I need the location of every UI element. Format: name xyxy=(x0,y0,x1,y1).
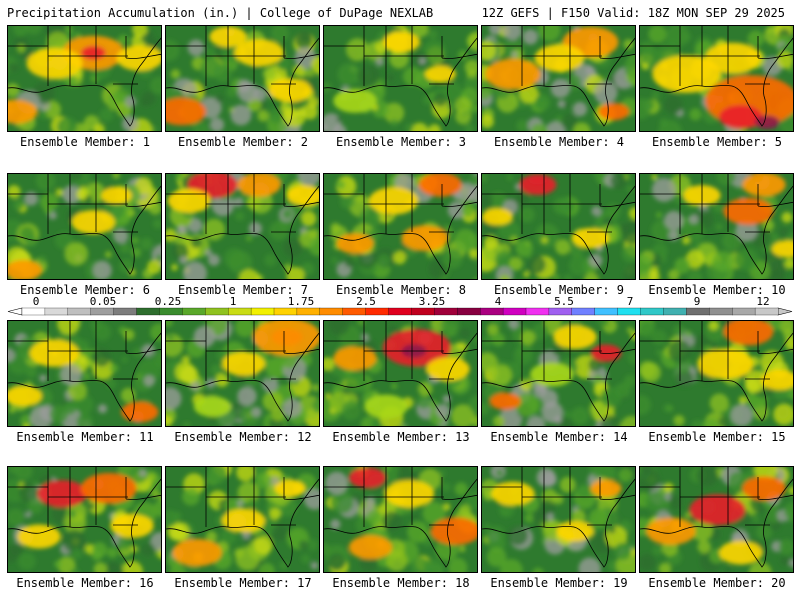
scale-tick-label: 7 xyxy=(627,296,634,308)
scale-tick-label: 0 xyxy=(33,296,40,308)
member-label-13: Ensemble Member: 13 xyxy=(332,430,470,444)
scale-swatch xyxy=(319,307,344,316)
map-panel-member-8 xyxy=(323,173,478,280)
member-label-17: Ensemble Member: 17 xyxy=(174,576,312,590)
scale-swatch xyxy=(159,307,183,316)
run-info: 12Z GEFS | F150 Valid: 18Z MON SEP 29 20… xyxy=(481,6,785,20)
scale-swatch xyxy=(663,307,687,316)
scale-swatch xyxy=(113,307,137,316)
scale-swatch xyxy=(732,307,756,316)
scale-tick-label: 3.25 xyxy=(419,296,446,308)
member-label-10: Ensemble Member: 10 xyxy=(648,283,786,297)
scale-tick-label: 1.75 xyxy=(288,296,315,308)
scale-swatch xyxy=(90,307,115,316)
member-label-14: Ensemble Member: 14 xyxy=(490,430,628,444)
scale-swatch xyxy=(250,307,275,316)
scale-swatch xyxy=(296,307,321,316)
color-scale: 0 0.05 0.25 1 1.75 2.5 3.25 4 5.5 7 9 12 xyxy=(7,296,793,316)
member-label-12: Ensemble Member: 12 xyxy=(174,430,312,444)
scale-swatch xyxy=(640,307,664,316)
member-label-3: Ensemble Member: 3 xyxy=(335,135,467,149)
scale-tick-label: 0.25 xyxy=(155,296,182,308)
scale-swatch xyxy=(365,307,390,316)
member-label-5: Ensemble Member: 5 xyxy=(651,135,783,149)
scale-swatch xyxy=(709,307,733,316)
map-panel-member-13 xyxy=(323,320,478,427)
scale-swatch xyxy=(571,307,596,316)
scale-tick-label: 2.5 xyxy=(356,296,376,308)
scale-tick-label: 1 xyxy=(230,296,237,308)
member-label-11: Ensemble Member: 11 xyxy=(16,430,154,444)
scale-left-arrow xyxy=(7,307,23,316)
scale-swatch xyxy=(525,307,550,316)
scale-swatch xyxy=(182,307,206,316)
map-panel-member-1 xyxy=(7,25,162,132)
scale-swatch xyxy=(502,307,527,316)
map-panel-member-12 xyxy=(165,320,320,427)
member-label-7: Ensemble Member: 7 xyxy=(177,283,309,297)
map-panel-member-7 xyxy=(165,173,320,280)
scale-swatch xyxy=(205,307,229,316)
scale-swatch xyxy=(457,307,481,316)
scale-swatch xyxy=(136,307,160,316)
map-panel-member-2 xyxy=(165,25,320,132)
scale-swatch xyxy=(617,307,642,316)
map-panel-member-5 xyxy=(639,25,794,132)
map-panel-member-6 xyxy=(7,173,162,280)
member-label-20: Ensemble Member: 20 xyxy=(648,576,786,590)
map-panel-member-4 xyxy=(481,25,636,132)
scale-swatch xyxy=(67,307,92,316)
scale-tick-label: 5.5 xyxy=(554,296,574,308)
scale-swatch xyxy=(480,307,504,316)
scale-swatch xyxy=(754,307,779,316)
member-label-1: Ensemble Member: 1 xyxy=(19,135,151,149)
member-label-8: Ensemble Member: 8 xyxy=(335,283,467,297)
scale-tick-label: 9 xyxy=(694,296,701,308)
scale-right-arrow xyxy=(777,307,793,316)
scale-swatch xyxy=(273,307,298,316)
member-label-16: Ensemble Member: 16 xyxy=(16,576,154,590)
scale-tick-label: 0.05 xyxy=(90,296,117,308)
scale-swatch xyxy=(686,307,710,316)
scale-swatch xyxy=(411,307,435,316)
map-panel-member-9 xyxy=(481,173,636,280)
member-label-18: Ensemble Member: 18 xyxy=(332,576,470,590)
scale-swatch xyxy=(434,307,458,316)
scale-tick-label: 4 xyxy=(495,296,502,308)
map-panel-member-16 xyxy=(7,466,162,573)
scale-swatch xyxy=(388,307,412,316)
scale-tick-label: 12 xyxy=(756,296,769,308)
map-panel-member-17 xyxy=(165,466,320,573)
map-panel-member-19 xyxy=(481,466,636,573)
member-label-6: Ensemble Member: 6 xyxy=(19,283,151,297)
member-label-9: Ensemble Member: 9 xyxy=(493,283,625,297)
map-panel-member-18 xyxy=(323,466,478,573)
map-panel-member-10 xyxy=(639,173,794,280)
scale-swatch xyxy=(548,307,573,316)
member-label-4: Ensemble Member: 4 xyxy=(493,135,625,149)
member-label-2: Ensemble Member: 2 xyxy=(177,135,309,149)
map-panel-member-14 xyxy=(481,320,636,427)
map-panel-member-11 xyxy=(7,320,162,427)
map-panel-member-3 xyxy=(323,25,478,132)
scale-swatch xyxy=(228,307,252,316)
map-panel-member-20 xyxy=(639,466,794,573)
scale-swatch xyxy=(342,307,367,316)
scale-swatch xyxy=(44,307,69,316)
scale-swatch xyxy=(594,307,619,316)
chart-title: Precipitation Accumulation (in.) | Colle… xyxy=(7,6,434,20)
scale-swatch xyxy=(21,307,46,316)
map-panel-member-15 xyxy=(639,320,794,427)
member-label-15: Ensemble Member: 15 xyxy=(648,430,786,444)
member-label-19: Ensemble Member: 19 xyxy=(490,576,628,590)
